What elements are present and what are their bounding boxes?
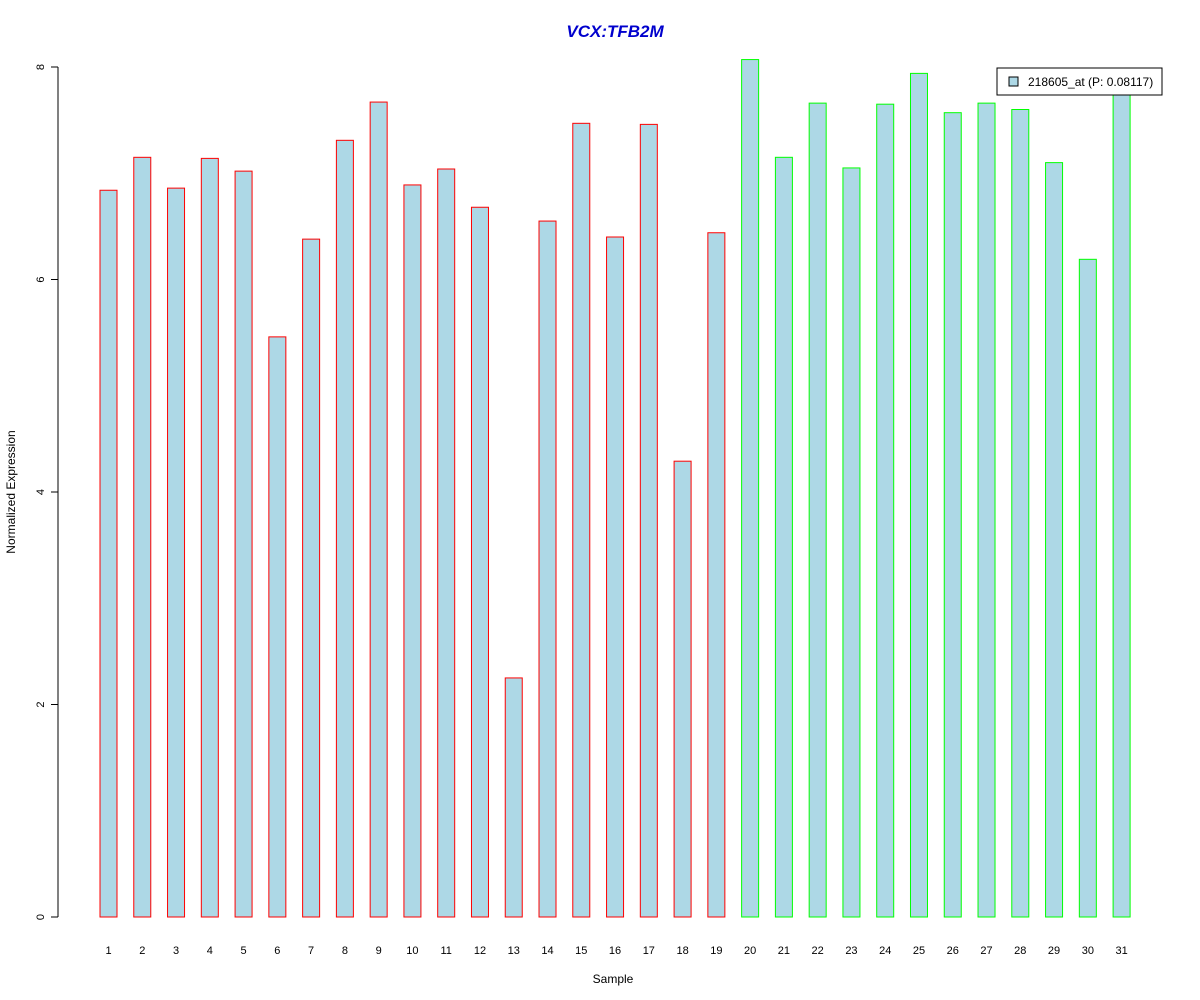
y-axis-label: Normalized Expression <box>4 430 18 553</box>
legend: 218605_at (P: 0.08117) <box>996 67 1163 96</box>
x-axis-tick-labels: 1 2 3 4 5 6 7 8 9 10 11 12 13 14 15 16 17 18 19 20 21 22 23 24 2… <box>105 945 1127 957</box>
x-tick-label: 8 <box>342 945 348 957</box>
legend-label: 218605_at (P: 0.08117) <box>1028 75 1153 89</box>
bar-sample-9 <box>369 101 388 918</box>
x-tick-label: 19 <box>710 945 722 957</box>
bar-sample-12 <box>470 206 489 918</box>
x-tick-label: 7 <box>308 945 314 957</box>
x-tick-label: 26 <box>947 945 959 957</box>
x-tick-label: 17 <box>643 945 655 957</box>
bar-sample-11 <box>437 168 456 918</box>
bar-sample-6 <box>268 336 287 918</box>
x-tick-label: 31 <box>1115 945 1127 957</box>
x-tick-label: 10 <box>406 945 418 957</box>
bar-sample-30 <box>1078 258 1097 918</box>
bar-sample-2 <box>133 156 152 918</box>
y-tick-label: 4 <box>35 489 47 495</box>
bar-sample-8 <box>335 139 354 918</box>
bar-sample-17 <box>639 123 658 918</box>
x-tick-label: 18 <box>676 945 688 957</box>
bars <box>99 59 1131 918</box>
x-tick-label: 25 <box>913 945 925 957</box>
x-axis-label: Sample <box>593 972 634 986</box>
x-tick-label: 4 <box>207 945 213 957</box>
x-tick-label: 30 <box>1082 945 1094 957</box>
bar-sample-26 <box>943 112 962 918</box>
x-tick-label: 15 <box>575 945 587 957</box>
x-tick-label: 14 <box>541 945 553 957</box>
bar-sample-28 <box>1011 109 1030 918</box>
bar-sample-16 <box>606 236 625 918</box>
x-tick-label: 20 <box>744 945 756 957</box>
bar-sample-27 <box>977 102 996 918</box>
x-tick-label: 13 <box>508 945 520 957</box>
x-tick-label: 12 <box>474 945 486 957</box>
chart-title: VCX:TFB2M <box>566 22 664 41</box>
x-tick-label: 3 <box>173 945 179 957</box>
bar-sample-14 <box>538 220 557 918</box>
x-tick-label: 27 <box>980 945 992 957</box>
x-tick-label: 21 <box>778 945 790 957</box>
x-tick-label: 29 <box>1048 945 1060 957</box>
bar-sample-19 <box>707 232 726 918</box>
bar-sample-7 <box>302 238 321 918</box>
bar-sample-21 <box>774 156 793 918</box>
legend-box <box>996 67 1163 96</box>
bar-sample-15 <box>572 122 591 918</box>
x-tick-label: 24 <box>879 945 891 957</box>
bar-sample-1 <box>99 189 118 918</box>
x-tick-label: 11 <box>440 945 451 957</box>
bar-sample-3 <box>167 187 186 918</box>
x-tick-label: 5 <box>241 945 247 957</box>
x-tick-label: 6 <box>274 945 280 957</box>
y-tick-label: 6 <box>35 276 47 282</box>
y-tick-label: 8 <box>35 64 47 70</box>
bar-sample-22 <box>808 102 827 918</box>
bar-sample-10 <box>403 184 422 918</box>
bar-sample-18 <box>673 460 692 918</box>
x-tick-label: 2 <box>139 945 145 957</box>
bar-sample-20 <box>741 59 760 918</box>
x-tick-label: 9 <box>376 945 382 957</box>
y-tick-label: 0 <box>35 914 47 920</box>
y-tick-label: 2 <box>35 701 47 707</box>
x-tick-label: 22 <box>812 945 824 957</box>
bar-sample-31 <box>1112 90 1131 918</box>
x-tick-label: 28 <box>1014 945 1026 957</box>
bar-sample-5 <box>234 170 253 918</box>
bar-sample-4 <box>200 157 219 918</box>
legend-swatch <box>1008 76 1019 87</box>
y-axis-ticks: 0 2 4 6 8 <box>35 64 58 920</box>
bar-sample-24 <box>876 103 895 918</box>
bar-sample-23 <box>842 167 861 918</box>
x-tick-label: 16 <box>609 945 621 957</box>
x-tick-label: 1 <box>105 945 111 957</box>
bar-sample-29 <box>1045 162 1064 918</box>
bar-sample-13 <box>504 677 523 918</box>
x-tick-label: 23 <box>845 945 857 957</box>
bar-sample-25 <box>909 72 928 918</box>
